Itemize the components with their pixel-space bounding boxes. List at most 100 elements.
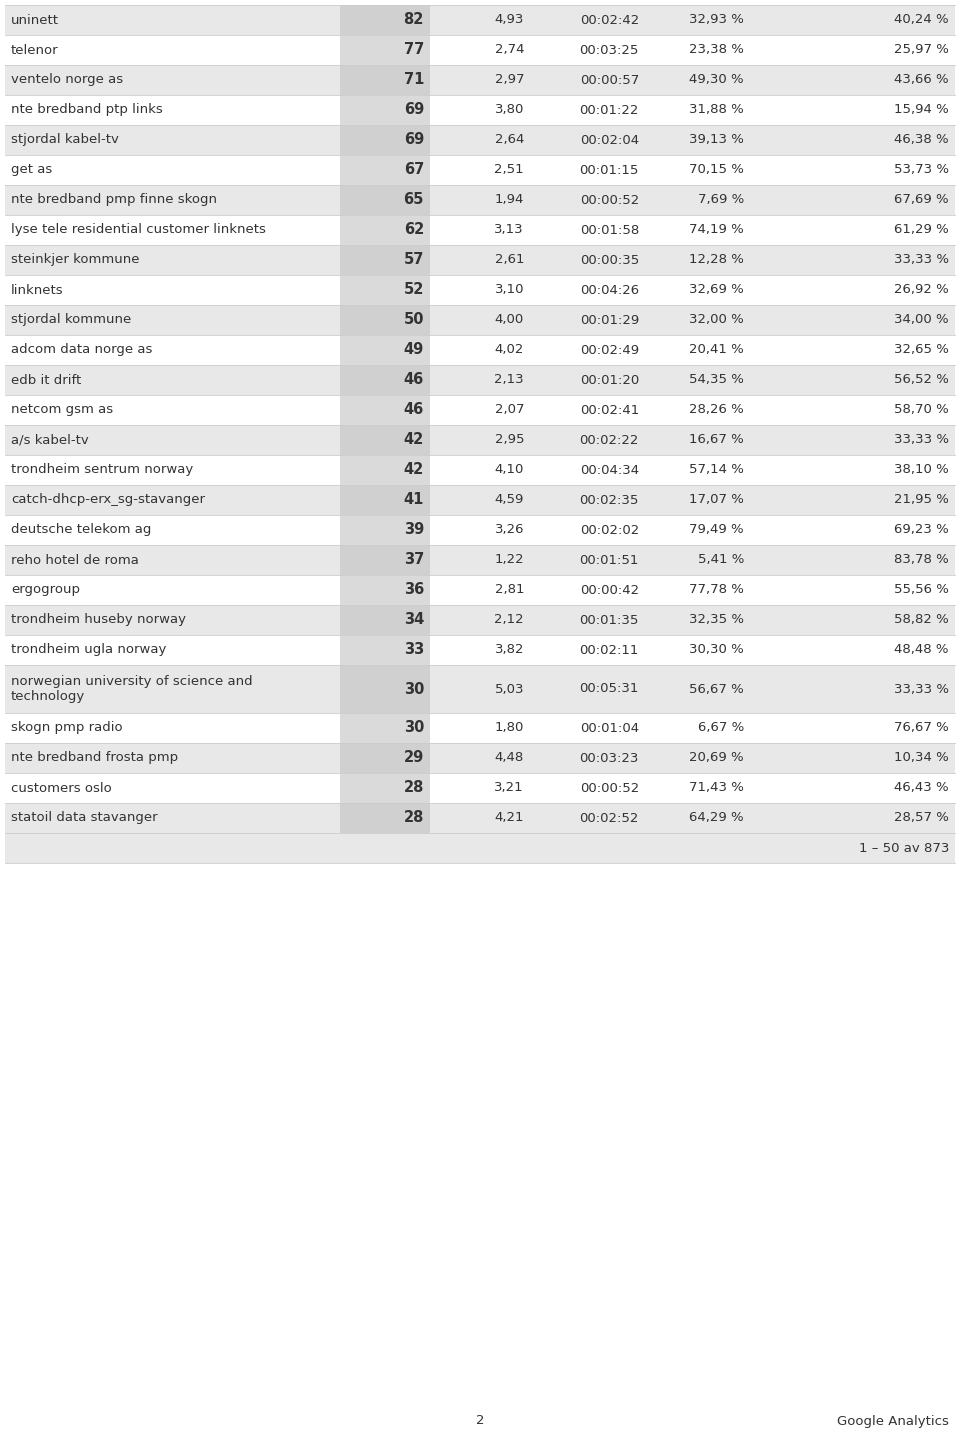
Text: 2,95: 2,95 — [494, 434, 524, 447]
Text: 16,67 %: 16,67 % — [689, 434, 744, 447]
Text: 32,65 %: 32,65 % — [894, 344, 949, 357]
Text: 32,69 %: 32,69 % — [689, 283, 744, 296]
Text: 31,88 %: 31,88 % — [689, 103, 744, 116]
Bar — [430, 456, 955, 485]
Bar — [5, 184, 340, 215]
Bar — [5, 802, 340, 833]
Text: 00:00:35: 00:00:35 — [580, 254, 639, 267]
Bar — [430, 773, 955, 802]
Text: 33,33 %: 33,33 % — [894, 254, 949, 267]
Text: 46,43 %: 46,43 % — [895, 782, 949, 795]
Bar — [340, 665, 430, 712]
Text: 32,93 %: 32,93 % — [689, 13, 744, 26]
Text: 77: 77 — [404, 42, 424, 58]
Text: 28,57 %: 28,57 % — [894, 811, 949, 824]
Text: 2,74: 2,74 — [494, 44, 524, 57]
Text: 34,00 %: 34,00 % — [895, 313, 949, 326]
Text: 00:02:02: 00:02:02 — [580, 524, 639, 537]
Bar — [340, 515, 430, 546]
Bar — [430, 125, 955, 155]
Text: statoil data stavanger: statoil data stavanger — [11, 811, 157, 824]
Bar — [340, 305, 430, 335]
Text: get as: get as — [11, 164, 52, 177]
Text: 2,64: 2,64 — [494, 133, 524, 147]
Text: Google Analytics: Google Analytics — [837, 1415, 949, 1428]
Bar — [340, 485, 430, 515]
Text: a/s kabel-tv: a/s kabel-tv — [11, 434, 88, 447]
Text: 48,48 %: 48,48 % — [895, 643, 949, 656]
Text: 12,28 %: 12,28 % — [689, 254, 744, 267]
Text: 28: 28 — [403, 811, 424, 826]
Text: ventelo norge as: ventelo norge as — [11, 74, 123, 87]
Bar — [430, 184, 955, 215]
Bar — [340, 35, 430, 65]
Text: 3,13: 3,13 — [494, 223, 524, 237]
Text: 39,13 %: 39,13 % — [689, 133, 744, 147]
Text: 00:02:42: 00:02:42 — [580, 13, 639, 26]
Text: 50: 50 — [403, 312, 424, 328]
Bar — [340, 125, 430, 155]
Text: 30: 30 — [403, 682, 424, 696]
Text: 20,69 %: 20,69 % — [689, 752, 744, 765]
Text: 83,78 %: 83,78 % — [895, 553, 949, 566]
Bar — [5, 65, 340, 94]
Text: nte bredband pmp finne skogn: nte bredband pmp finne skogn — [11, 193, 217, 206]
Text: 2,51: 2,51 — [494, 164, 524, 177]
Text: 53,73 %: 53,73 % — [894, 164, 949, 177]
Bar — [430, 366, 955, 395]
Text: 3,10: 3,10 — [494, 283, 524, 296]
Text: 2,07: 2,07 — [494, 403, 524, 416]
Bar — [340, 215, 430, 245]
Text: 67: 67 — [404, 163, 424, 177]
Text: 67,69 %: 67,69 % — [895, 193, 949, 206]
Bar — [430, 245, 955, 276]
Text: linknets: linknets — [11, 283, 63, 296]
Bar — [430, 215, 955, 245]
Bar — [340, 425, 430, 456]
Text: 36: 36 — [404, 582, 424, 598]
Text: 46,38 %: 46,38 % — [895, 133, 949, 147]
Bar — [340, 456, 430, 485]
Text: 17,07 %: 17,07 % — [689, 493, 744, 506]
Bar — [5, 425, 340, 456]
Text: 62: 62 — [404, 222, 424, 238]
Text: skogn pmp radio: skogn pmp radio — [11, 721, 123, 734]
Text: 34: 34 — [404, 612, 424, 627]
Text: 76,67 %: 76,67 % — [895, 721, 949, 734]
Text: 37: 37 — [404, 553, 424, 567]
Text: 00:01:22: 00:01:22 — [580, 103, 639, 116]
Text: 38,10 %: 38,10 % — [895, 463, 949, 476]
Text: 2,12: 2,12 — [494, 614, 524, 627]
Text: 33,33 %: 33,33 % — [894, 434, 949, 447]
Bar — [340, 773, 430, 802]
Text: 00:04:26: 00:04:26 — [580, 283, 639, 296]
Text: 1,22: 1,22 — [494, 553, 524, 566]
Bar — [340, 546, 430, 575]
Bar — [430, 4, 955, 35]
Bar — [5, 125, 340, 155]
Text: 00:01:51: 00:01:51 — [580, 553, 639, 566]
Bar — [5, 215, 340, 245]
Bar — [430, 546, 955, 575]
Text: 54,35 %: 54,35 % — [689, 373, 744, 386]
Text: 4,48: 4,48 — [494, 752, 524, 765]
Text: 10,34 %: 10,34 % — [895, 752, 949, 765]
Text: trondheim sentrum norway: trondheim sentrum norway — [11, 463, 193, 476]
Text: 32,00 %: 32,00 % — [689, 313, 744, 326]
Bar — [5, 4, 340, 35]
Text: 82: 82 — [403, 13, 424, 28]
Bar — [340, 276, 430, 305]
Bar — [340, 743, 430, 773]
Text: customers oslo: customers oslo — [11, 782, 111, 795]
Text: 00:00:42: 00:00:42 — [580, 583, 639, 596]
Bar — [430, 712, 955, 743]
Text: catch-dhcp-erx_sg-stavanger: catch-dhcp-erx_sg-stavanger — [11, 493, 205, 506]
Bar — [430, 515, 955, 546]
Text: 5,03: 5,03 — [494, 682, 524, 695]
Text: 00:03:25: 00:03:25 — [580, 44, 639, 57]
Text: 58,70 %: 58,70 % — [895, 403, 949, 416]
Bar — [430, 155, 955, 184]
Text: reho hotel de roma: reho hotel de roma — [11, 553, 139, 566]
Text: 00:01:29: 00:01:29 — [580, 313, 639, 326]
Text: 29: 29 — [404, 750, 424, 766]
